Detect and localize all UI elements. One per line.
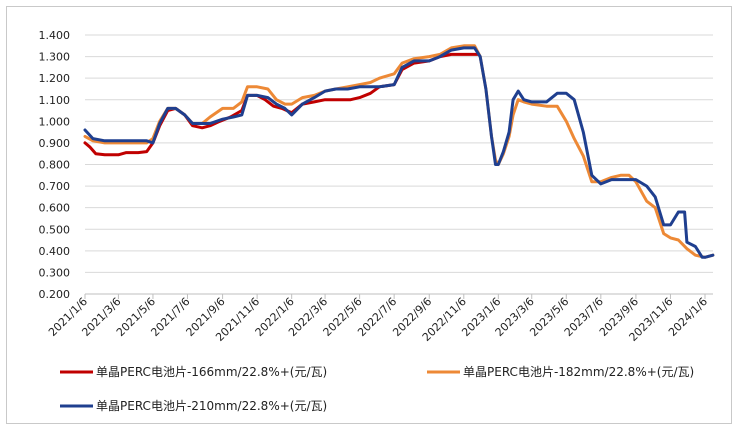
x-axis: 2021/1/62021/3/62021/5/62021/7/62021/9/6… xyxy=(46,293,713,344)
y-tick-label: 1.200 xyxy=(39,72,71,85)
y-tick-label: 0.900 xyxy=(39,137,71,150)
y-tick-label: 0.700 xyxy=(39,180,71,193)
y-tick-label: 0.800 xyxy=(39,159,71,172)
y-tick-label: 0.500 xyxy=(39,223,71,236)
y-tick-label: 1.000 xyxy=(39,115,71,128)
y-tick-label: 1.300 xyxy=(39,51,71,64)
y-tick-label: 0.200 xyxy=(39,288,71,301)
y-tick-label: 0.400 xyxy=(39,245,71,258)
y-tick-label: 1.100 xyxy=(39,94,71,107)
legend-label-3: 单晶PERC电池片-210mm/22.8%+(元/瓦) xyxy=(96,399,327,413)
y-tick-label: 0.600 xyxy=(39,202,71,215)
series-lines xyxy=(83,44,715,259)
legend: 单晶PERC电池片-166mm/22.8%+(元/瓦) 单晶PERC电池片-182… xyxy=(60,365,694,413)
y-tick-label: 0.300 xyxy=(39,266,71,279)
legend-label-1: 单晶PERC电池片-166mm/22.8%+(元/瓦) xyxy=(96,365,327,379)
chart-frame xyxy=(6,6,732,424)
series-line-3 xyxy=(83,46,715,259)
y-tick-label: 1.400 xyxy=(39,29,71,42)
y-axis-ticks: 1.400 1.300 1.200 1.100 1.000 0.900 0.800 0.700… xyxy=(39,29,71,301)
legend-label-2: 单晶PERC电池片-182mm/22.8%+(元/瓦) xyxy=(463,365,694,379)
